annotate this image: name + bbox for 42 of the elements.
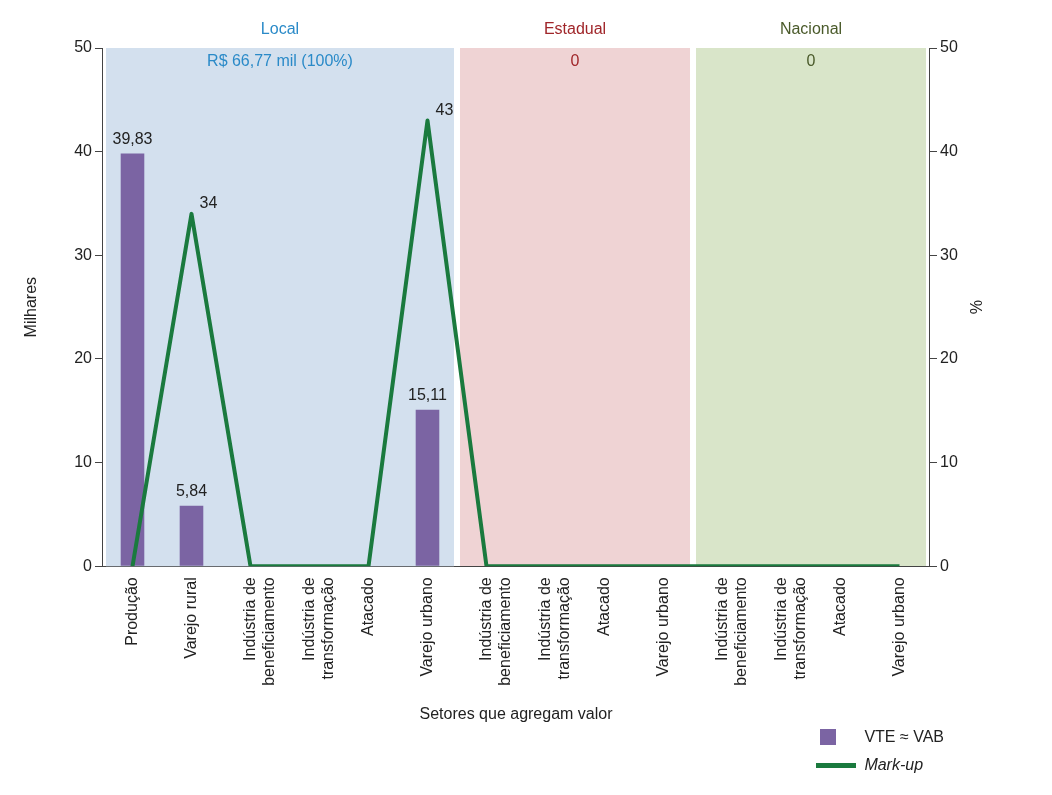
data-label: 15,11	[408, 386, 448, 404]
x-tick-label: Varejo urbano	[889, 577, 907, 677]
y-tick-label: 20	[74, 349, 93, 367]
x-tick-label: Varejo rural	[181, 577, 199, 659]
y-tick-label: 10	[74, 453, 93, 471]
y2-tick-label: 50	[940, 38, 958, 56]
y2-tick-label: 20	[940, 349, 958, 367]
y2-tick-label: 30	[940, 245, 958, 263]
data-label: 43	[435, 100, 454, 118]
y2-tick-label: 0	[940, 556, 949, 574]
y-tick-label: 0	[83, 556, 93, 574]
annotation: R$ 66,77 mil (100%)	[207, 52, 353, 70]
annotation: 0	[806, 52, 816, 70]
data-label: 39,83	[112, 129, 153, 147]
band-label: Local	[260, 20, 300, 38]
annotation: 0	[570, 52, 580, 70]
text: Nacional	[779, 20, 843, 38]
x-tick-label: Produção	[122, 577, 140, 646]
y2-tick-label: 10	[940, 453, 958, 471]
bar	[179, 505, 204, 566]
x-tick-label: Varejo urbano	[653, 577, 671, 677]
legend-label: Mark-up	[864, 756, 924, 774]
x-axis-title: Setores que agregam valor	[419, 704, 614, 722]
legend-label: VTE ≈ VAB	[864, 728, 944, 746]
x-tick-label: Indústria de beneficiamento	[712, 577, 750, 686]
x-tick-label: Atacado	[358, 577, 376, 636]
x-tick-label: Indústria de beneficiamento	[240, 577, 278, 686]
x-tick-label: Indústria de beneficiamento	[476, 577, 514, 686]
y2-axis-title: %	[966, 300, 984, 315]
y-tick-label: 40	[74, 142, 93, 160]
data-label: 34	[199, 194, 218, 212]
x-tick-label: Atacado	[594, 577, 612, 636]
bar	[120, 153, 145, 566]
y2-tick-label: 40	[940, 142, 958, 160]
bar	[415, 409, 440, 566]
data-label: 5,84	[175, 482, 208, 500]
text: Estadual	[543, 20, 607, 38]
y-axis-title: Milhares	[22, 276, 40, 338]
y-tick-label: 50	[74, 38, 93, 56]
x-tick-label: Atacado	[830, 577, 848, 636]
x-tick-label: Varejo urbano	[417, 577, 435, 677]
y-tick-label: 30	[74, 245, 93, 263]
